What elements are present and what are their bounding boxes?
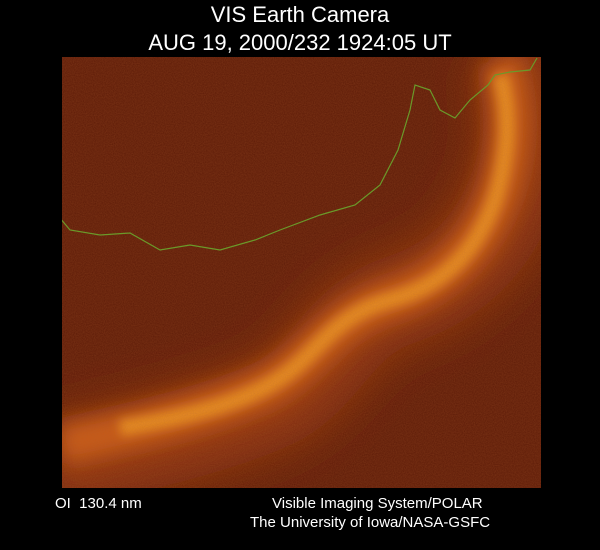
- title: VIS Earth Camera: [211, 2, 390, 27]
- filter-label: OI 130.4 nm: [55, 495, 142, 512]
- subtitle: AUG 19, 2000/232 1924:05 UT: [148, 30, 451, 55]
- credit-line: The University of Iowa/NASA-GSFC: [250, 514, 490, 531]
- camera-image: [62, 57, 541, 488]
- coastline: [62, 57, 538, 251]
- credit-line: Visible Imaging System/POLAR: [272, 495, 483, 512]
